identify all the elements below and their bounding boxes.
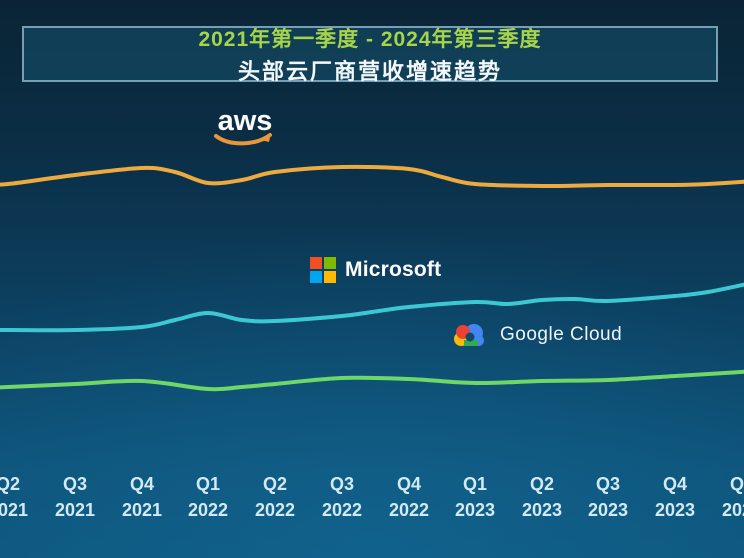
aws-smile-icon: [214, 133, 272, 146]
x-axis-tick: Q2 2022: [240, 474, 310, 520]
chart-title-box: 2021年第一季度 - 2024年第三季度 头部云厂商营收增速趋势: [22, 26, 718, 84]
x-axis-tick: Q3 2021: [40, 474, 110, 520]
tick-quarter: Q2: [262, 474, 287, 494]
tick-year: 2021: [0, 500, 29, 520]
tick-quarter: Q4: [129, 474, 154, 494]
tick-year: 2021: [121, 500, 163, 520]
x-axis-tick: Q4 2022: [374, 474, 444, 520]
x-axis-tick: Q1 2022: [173, 474, 243, 520]
x-axis-tick: Q3 2022: [307, 474, 377, 520]
x-axis-tick: Q4 2023: [640, 474, 710, 520]
tick-year: 2023: [521, 500, 563, 520]
tick-year: 2022: [254, 500, 296, 520]
tick-year: 2021: [54, 500, 96, 520]
tick-quarter: Q1: [195, 474, 220, 494]
tick-year: 2022: [388, 500, 430, 520]
x-axis-tick: Q1 2024: [707, 474, 744, 520]
microsoft-logo: Microsoft: [310, 257, 441, 283]
x-axis-tick: Q1 2023: [440, 474, 510, 520]
tick-quarter: Q1: [729, 474, 744, 494]
tick-quarter: Q1: [462, 474, 487, 494]
ms-square-blue: [310, 271, 322, 283]
x-axis-tick: Q2 2023: [507, 474, 577, 520]
tick-quarter: Q3: [329, 474, 354, 494]
tick-year: 2022: [321, 500, 363, 520]
tick-quarter: Q4: [396, 474, 421, 494]
microsoft-logo-text: Microsoft: [345, 258, 442, 281]
tick-quarter: Q2: [529, 474, 554, 494]
aws-line: [0, 164, 744, 189]
ms-square-green: [324, 257, 336, 269]
aws-logo-text: aws: [217, 105, 273, 137]
chart-subtitle: 头部云厂商营收增速趋势: [237, 58, 502, 84]
tick-year: 2022: [187, 500, 229, 520]
microsoft-squares-icon: [310, 257, 336, 283]
google-cloud-icon: [454, 324, 484, 346]
tick-quarter: Q4: [662, 474, 687, 494]
x-axis: Q2 2021 Q3 2021 Q4 2021 Q1 2022 Q2 2022 …: [0, 474, 744, 534]
google-cloud-logo: Google Cloud: [450, 320, 622, 350]
google-cloud-line: [0, 369, 744, 392]
tick-quarter: Q3: [62, 474, 87, 494]
tick-year: 2023: [654, 500, 696, 520]
x-axis-tick: Q3 2023: [573, 474, 643, 520]
google-cloud-logo-text: Google Cloud: [500, 324, 623, 345]
tick-quarter: Q2: [0, 474, 20, 494]
tick-year: 2023: [454, 500, 496, 520]
ms-square-yellow: [324, 271, 336, 283]
tick-year: 2023: [587, 500, 629, 520]
tick-year: 2024: [721, 500, 744, 520]
microsoft-line: [0, 282, 744, 333]
x-axis-tick: Q4 2021: [107, 474, 177, 520]
aws-logo: aws: [210, 105, 280, 148]
ms-square-red: [310, 257, 322, 269]
chart-title-range: 2021年第一季度 - 2024年第三季度: [198, 27, 542, 51]
x-axis-tick: Q2 2021: [0, 474, 43, 520]
tick-quarter: Q3: [595, 474, 620, 494]
